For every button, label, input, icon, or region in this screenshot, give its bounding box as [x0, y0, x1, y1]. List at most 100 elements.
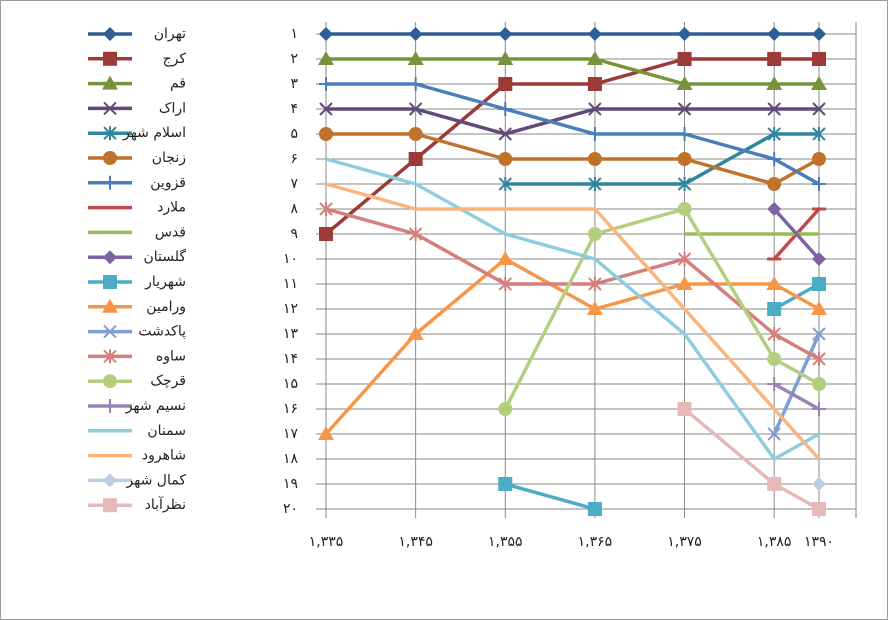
legend-label: پاکدشت [138, 324, 186, 340]
marker [498, 152, 512, 166]
marker [498, 402, 512, 416]
marker [684, 334, 685, 335]
marker [812, 152, 826, 166]
x-tick-label: ۱۳۹۰ [804, 534, 834, 550]
legend-label: زنجان [152, 150, 186, 166]
marker [103, 52, 117, 66]
marker [103, 374, 117, 388]
y-tick-label: ۱ [290, 26, 298, 42]
y-tick-label: ۲۰ [283, 501, 298, 517]
marker [505, 234, 506, 235]
legend-label: کرج [163, 51, 187, 67]
marker [415, 209, 416, 210]
marker-shape [103, 498, 117, 512]
marker-shape [103, 275, 117, 289]
marker [812, 502, 826, 516]
marker-shape [498, 77, 512, 91]
marker [767, 352, 781, 366]
marker [415, 184, 416, 185]
y-tick-label: ۸ [290, 201, 298, 217]
marker [767, 177, 781, 191]
x-tick-label: ۱,۳۳۵ [309, 534, 344, 550]
marker-shape [498, 477, 512, 491]
marker [103, 498, 117, 512]
marker [498, 77, 512, 91]
y-tick-label: ۷ [290, 176, 298, 192]
legend-label: ورامین [146, 299, 186, 315]
marker-shape [103, 374, 117, 388]
marker [588, 152, 602, 166]
marker [774, 459, 775, 460]
marker-shape [678, 152, 692, 166]
marker [678, 402, 692, 416]
marker [812, 377, 826, 391]
marker-shape [588, 502, 602, 516]
marker [319, 227, 333, 241]
chart: ۱۲۳۴۵۶۷۸۹۱۰۱۱۱۲۱۳۱۴۱۵۱۶۱۷۱۸۱۹۲۰۱,۳۳۵۱,۳۴… [0, 0, 888, 620]
marker-shape [812, 152, 826, 166]
legend-label: قدس [155, 224, 186, 240]
legend-label: شاهرود [142, 448, 186, 464]
legend-label: گلستان [143, 248, 186, 265]
y-tick-label: ۱۷ [283, 426, 299, 442]
marker [678, 152, 692, 166]
legend-label: اراک [159, 100, 186, 116]
marker [588, 77, 602, 91]
x-tick-label: ۱,۳۵۵ [488, 534, 523, 550]
legend-label: نظرآباد [145, 496, 186, 513]
legend-label: شهریار [144, 274, 186, 290]
marker-shape [767, 477, 781, 491]
marker [678, 202, 692, 216]
marker [767, 302, 781, 316]
marker-shape [588, 77, 602, 91]
marker-shape [498, 402, 512, 416]
marker [103, 151, 117, 165]
marker-shape [319, 127, 333, 141]
marker [588, 502, 602, 516]
marker [409, 152, 423, 166]
y-tick-label: ۲ [290, 51, 298, 67]
marker [684, 309, 685, 310]
y-tick-label: ۴ [290, 101, 298, 117]
legend-label: قرچک [150, 373, 186, 389]
y-tick-label: ۹ [290, 226, 298, 242]
marker-shape [678, 52, 692, 66]
marker-shape [103, 52, 117, 66]
marker-shape [812, 377, 826, 391]
marker [498, 477, 512, 491]
legend-label: کمال شهر [125, 472, 186, 488]
marker-shape [588, 152, 602, 166]
legend-label: نسیم شهر [125, 398, 186, 414]
marker [767, 52, 781, 66]
legend-label: ملارد [157, 200, 186, 216]
y-tick-label: ۵ [290, 126, 298, 142]
y-tick-label: ۱۱ [283, 276, 298, 292]
x-tick-label: ۱,۳۶۵ [578, 534, 613, 550]
marker [774, 409, 775, 410]
marker [103, 275, 117, 289]
marker [326, 159, 327, 160]
marker-shape [812, 502, 826, 516]
marker [588, 227, 602, 241]
y-tick-label: ۱۹ [283, 476, 298, 492]
marker-shape [812, 52, 826, 66]
x-tick-label: ۱,۳۷۵ [667, 534, 702, 550]
marker-shape [588, 227, 602, 241]
x-tick-label: ۱,۳۸۵ [757, 534, 792, 550]
marker [319, 127, 333, 141]
marker-shape [498, 152, 512, 166]
marker-shape [767, 302, 781, 316]
marker-shape [767, 52, 781, 66]
marker [594, 259, 595, 260]
legend-label: ساوه [156, 348, 186, 364]
legend-label: اسلام شهر [122, 125, 186, 141]
legend-label: سمنان [147, 423, 186, 439]
marker [505, 209, 506, 210]
y-tick-label: ۱۲ [283, 301, 298, 317]
y-tick-label: ۱۵ [283, 376, 298, 392]
marker [812, 277, 826, 291]
marker-shape [767, 177, 781, 191]
marker-shape [812, 277, 826, 291]
marker-shape [319, 227, 333, 241]
legend-label: قزوین [150, 175, 186, 191]
